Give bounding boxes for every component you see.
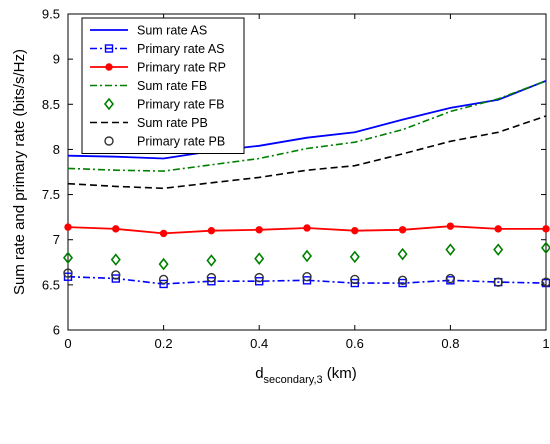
legend-marker [104,136,114,146]
data-point [397,275,408,286]
legend-marker [105,63,113,71]
data-point [111,274,121,283]
data-point [111,270,121,280]
series-primary-rate-rp [64,222,550,238]
data-point [255,226,263,234]
x-tick-label: 0.2 [155,336,173,351]
data-point [349,250,360,264]
data-point [207,277,216,286]
data-point [63,268,73,278]
series-line [67,80,547,172]
data-point [351,226,359,235]
data-point [159,229,168,238]
legend-entry: Primary rate FB [103,97,225,112]
data-point [301,249,313,263]
data-point [254,252,265,265]
y-tick-label: 7 [53,232,60,247]
data-point [302,272,312,282]
y-tick-label: 6 [53,323,60,338]
data-point [158,274,169,285]
data-point [398,226,407,234]
legend-entry: Primary rate RP [90,61,226,75]
series-sum-rate-pb [67,115,547,190]
data-point [64,223,72,231]
data-point [159,279,168,289]
data-point [110,253,121,266]
y-tick-label: 8 [53,142,60,157]
x-tick-label: 1 [542,336,549,351]
data-point [397,247,408,261]
x-axis-label-unit: (km) [323,365,357,382]
data-point [541,277,550,287]
legend-label: Sum rate PB [137,116,208,130]
y-tick-label: 9 [53,52,60,67]
series-line [67,275,547,285]
legend-label: Primary rate PB [137,135,225,149]
series-primary-rate-pb [63,268,550,287]
series-line [67,79,547,160]
legend-marker [104,44,114,53]
y-tick-label: 9.5 [42,7,60,22]
series-sum-rate-fb [67,80,547,172]
series-sum-rate-as [67,79,547,160]
legend-entry: Primary rate AS [90,42,225,56]
legend-entry: Sum rate FB [90,79,207,93]
legend-label: Sum rate AS [137,24,207,38]
data-point [254,272,264,283]
data-point [350,278,359,288]
y-tick-label: 7.5 [42,187,60,202]
data-point [494,225,502,233]
legend-label: Sum rate FB [137,79,207,93]
x-tick-label: 0.8 [441,336,459,351]
legend-entry: Sum rate AS [90,24,207,38]
y-tick-label: 8.5 [42,97,60,112]
x-axis-label-subscript: secondary,3 [264,374,323,386]
data-point [493,277,503,287]
legend-marker [103,97,115,111]
legend-label: Primary rate RP [137,61,226,75]
y-axis-label: Sum rate and primary rate (bits/s/Hz) [11,49,28,295]
data-point [63,272,73,281]
series-primary-rate-fb [62,241,550,271]
data-point [446,222,455,230]
data-point [542,225,550,233]
x-axis-label: dsecondary,3 (km) [255,365,357,386]
x-axis-label-main: d [255,365,263,382]
y-tick-label: 6.5 [42,277,60,292]
legend: Sum rate AS Primary rate AS Primary rate R… [81,17,245,154]
x-tick-label: 0 [64,336,71,351]
data-point [302,276,312,285]
data-point [445,243,456,256]
legend-label: Primary rate AS [137,42,225,56]
x-tick-label: 0.4 [250,336,268,351]
ticks-layer: 0 0.2 0.4 0.6 0.8 1 6 6.5 7 7.5 8 8.5 9 9.5 [42,7,550,352]
data-point [254,277,264,286]
data-point [493,243,504,256]
series-line [67,115,547,190]
data-point [206,254,217,267]
data-point [112,225,120,233]
x-tick-label: 0.6 [346,336,364,351]
data-point [303,224,311,232]
data-point [206,272,217,283]
legend-entry: Sum rate PB [90,116,208,130]
data-point [207,226,216,235]
data-point [540,241,550,255]
data-point [62,251,74,265]
data-point [350,274,360,285]
data-point [158,257,169,271]
series-layer [62,79,550,289]
legend-label: Primary rate FB [137,98,225,112]
data-point [445,273,456,284]
legend-entry: Primary rate PB [104,135,225,149]
